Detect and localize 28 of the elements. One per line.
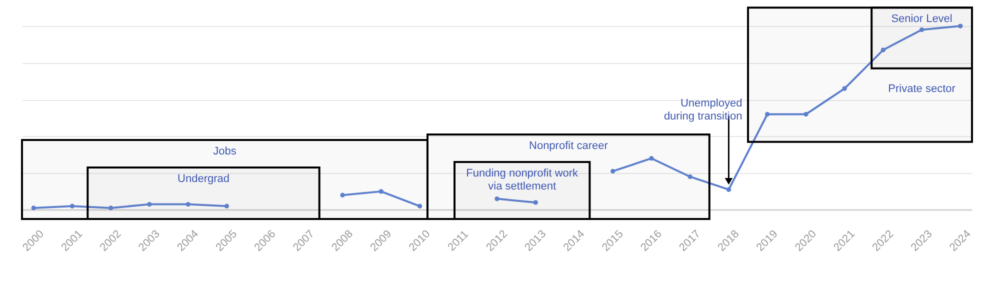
point [224, 204, 230, 208]
point [378, 189, 384, 194]
band-label: Undergrad [178, 173, 230, 186]
point [958, 24, 963, 28]
band-label: Jobs [213, 145, 237, 158]
point [919, 27, 924, 32]
point [610, 168, 616, 174]
point [186, 202, 190, 207]
band-label: Senior Level [891, 13, 952, 26]
point [70, 204, 75, 208]
point [649, 156, 654, 161]
point [726, 187, 732, 192]
annotation: Unemployed during transition [664, 98, 742, 123]
point [880, 48, 886, 52]
point [842, 86, 847, 91]
point [31, 206, 36, 210]
point [764, 112, 770, 117]
band-label: Funding nonprofit work via settlement [466, 168, 579, 193]
point [147, 202, 152, 207]
point [108, 206, 114, 210]
band-label: Private sector [888, 83, 956, 96]
point [417, 204, 422, 208]
point [804, 112, 808, 117]
point [688, 174, 692, 180]
band-label: Nonprofit career [529, 140, 608, 152]
point [340, 192, 345, 198]
point [494, 196, 500, 202]
point [533, 200, 538, 205]
